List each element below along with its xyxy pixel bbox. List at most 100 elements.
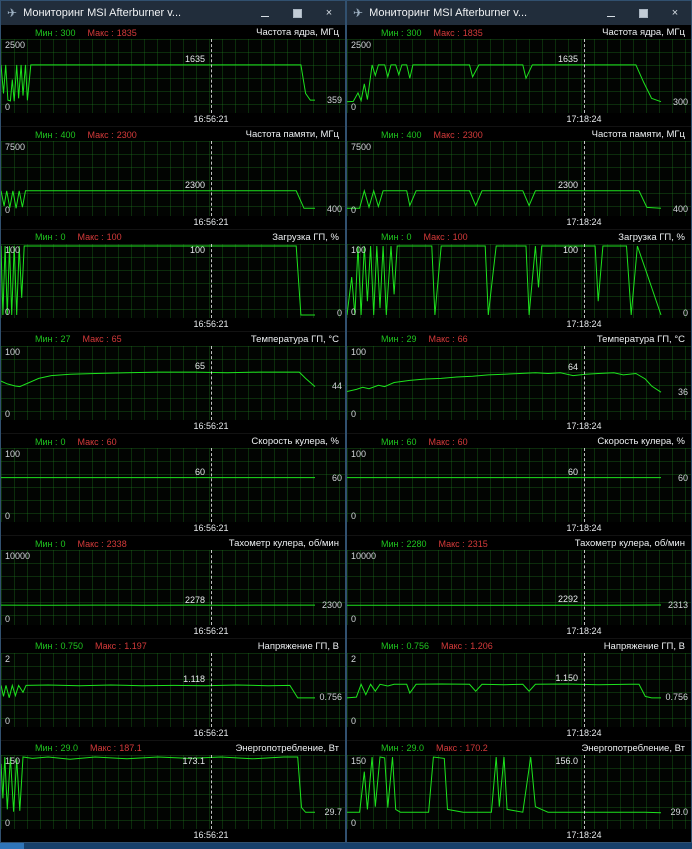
panel-footer: 17:18:24 — [347, 420, 691, 433]
graph-line-canvas — [347, 682, 661, 698]
cursor-dashed-line[interactable] — [584, 550, 585, 625]
panel-title: Загрузка ГП, % — [272, 231, 339, 243]
max-label: Макс : — [87, 27, 114, 38]
panel-footer: 16:56:21 — [1, 317, 345, 331]
scale-max-label: 100 — [351, 346, 367, 357]
minimize-button[interactable] — [257, 5, 273, 21]
graph-line-canvas — [1, 190, 315, 210]
max-value: 2300 — [462, 129, 483, 140]
graph-line-canvas — [347, 477, 661, 479]
panel-footer: 17:18:24 — [347, 522, 691, 536]
scale-min-label: 0 — [5, 306, 11, 317]
panel-footer: 17:18:24 — [347, 317, 691, 331]
taskbar[interactable] — [0, 843, 692, 849]
scale-max-label: 2 — [351, 653, 357, 664]
max-value: 100 — [452, 232, 468, 242]
cursor-dashed-line[interactable] — [211, 754, 212, 829]
current-value-label: 60 — [331, 472, 342, 483]
cursor-dashed-line[interactable] — [211, 448, 212, 523]
min-value: 29 — [406, 334, 417, 345]
panel-header: Мин : 27 Макс : 65 Температура ГП, °C — [1, 332, 345, 346]
min-label: Мин : — [35, 538, 58, 549]
min-value: 400 — [406, 129, 422, 140]
graph-area: 100 0 64 36 — [347, 345, 691, 420]
maximize-button[interactable] — [289, 5, 305, 21]
panel-title: Частота ядра, МГц — [602, 27, 685, 38]
scale-max-label: 2500 — [5, 40, 26, 50]
monitor-panel: Мин : 27 Макс : 65 Температура ГП, °C 10… — [1, 331, 345, 434]
timestamp-label: 17:18:24 — [566, 523, 602, 534]
graph-area: 7500 0 2300 400 — [347, 141, 691, 216]
cursor-dashed-line[interactable] — [584, 448, 585, 523]
min-value: 300 — [60, 27, 76, 38]
panel-footer: 16:56:21 — [1, 624, 345, 638]
titlebar[interactable]: ✈ Мониторинг MSI Afterburner v... × — [1, 1, 345, 25]
maximize-icon — [292, 8, 302, 18]
min-label: Мин : — [35, 436, 58, 447]
afterburner-jet-icon: ✈ — [353, 6, 364, 20]
timestamp-label: 16:56:21 — [193, 523, 229, 534]
graph-line-canvas — [1, 64, 315, 102]
scale-max-label: 100 — [5, 346, 21, 357]
scale-min-label: 0 — [5, 818, 11, 828]
cursor-dashed-line[interactable] — [584, 39, 585, 114]
graph-line-canvas — [347, 372, 662, 393]
min-value: 29.0 — [406, 743, 425, 754]
cursor-dashed-line[interactable] — [211, 141, 212, 216]
max-label: Макс : — [441, 641, 468, 651]
timestamp-label: 17:18:24 — [566, 830, 602, 840]
scale-min-label: 0 — [351, 306, 357, 317]
max-label: Макс : — [90, 743, 117, 754]
timestamp-label: 17:18:24 — [566, 216, 602, 227]
line-value-label: 65 — [194, 360, 205, 371]
graph-line-canvas — [347, 189, 662, 210]
max-value: 1835 — [116, 27, 137, 38]
cursor-dashed-line[interactable] — [211, 243, 212, 318]
cursor-dashed-line[interactable] — [584, 652, 585, 727]
cursor-dashed-line[interactable] — [584, 754, 585, 829]
min-label: Мин : — [381, 129, 404, 140]
panel-footer: 17:18:24 — [347, 829, 691, 842]
maximize-button[interactable] — [635, 5, 651, 21]
max-value: 2315 — [467, 538, 488, 549]
close-button[interactable]: × — [321, 5, 337, 21]
current-value-label: 300 — [672, 96, 688, 107]
max-label: Макс : — [77, 232, 104, 242]
cursor-dashed-line[interactable] — [584, 141, 585, 216]
line-value-label: 2278 — [184, 594, 205, 605]
monitor-panel: Мин : 300 Макс : 1835 Частота ядра, МГц … — [1, 25, 345, 128]
max-label: Макс : — [438, 538, 465, 549]
panel-footer: 17:18:24 — [347, 215, 691, 229]
line-value-label: 64 — [567, 361, 578, 372]
scale-max-label: 100 — [5, 244, 21, 255]
monitor-panel: Мин : 60 Макс : 60 Скорость кулера, % 10… — [347, 434, 691, 537]
cursor-dashed-line[interactable] — [211, 550, 212, 625]
close-button[interactable]: × — [667, 5, 683, 21]
min-value: 0.750 — [60, 641, 84, 651]
scale-min-label: 0 — [351, 715, 357, 726]
scale-min-label: 0 — [5, 204, 11, 215]
cursor-dashed-line[interactable] — [584, 345, 585, 420]
panel-title: Температура ГП, °C — [250, 333, 339, 345]
panel-title: Частота памяти, МГц — [591, 129, 685, 141]
titlebar[interactable]: ✈ Мониторинг MSI Afterburner v... × — [347, 1, 691, 25]
line-value-label: 100 — [562, 244, 578, 255]
timestamp-label: 17:18:24 — [566, 114, 602, 125]
scale-min-label: 0 — [351, 818, 357, 828]
min-label: Мин : — [381, 436, 404, 447]
cursor-dashed-line[interactable] — [211, 39, 212, 114]
scale-min-label: 0 — [351, 409, 357, 419]
scale-max-label: 7500 — [5, 142, 26, 153]
min-value: 0 — [60, 538, 66, 549]
max-label: Макс : — [423, 232, 450, 242]
afterburner-monitor-window-left: ✈ Мониторинг MSI Afterburner v... × Мин … — [0, 0, 346, 843]
max-label: Макс : — [433, 129, 460, 140]
min-label: Мин : — [381, 232, 404, 242]
minimize-button[interactable] — [603, 5, 619, 21]
scale-min-label: 0 — [5, 409, 11, 419]
graph-area: 10000 0 2278 2300 — [1, 550, 345, 625]
cursor-dashed-line[interactable] — [211, 652, 212, 727]
cursor-dashed-line[interactable] — [211, 345, 212, 420]
cursor-dashed-line[interactable] — [584, 243, 585, 318]
start-button[interactable] — [0, 843, 24, 849]
